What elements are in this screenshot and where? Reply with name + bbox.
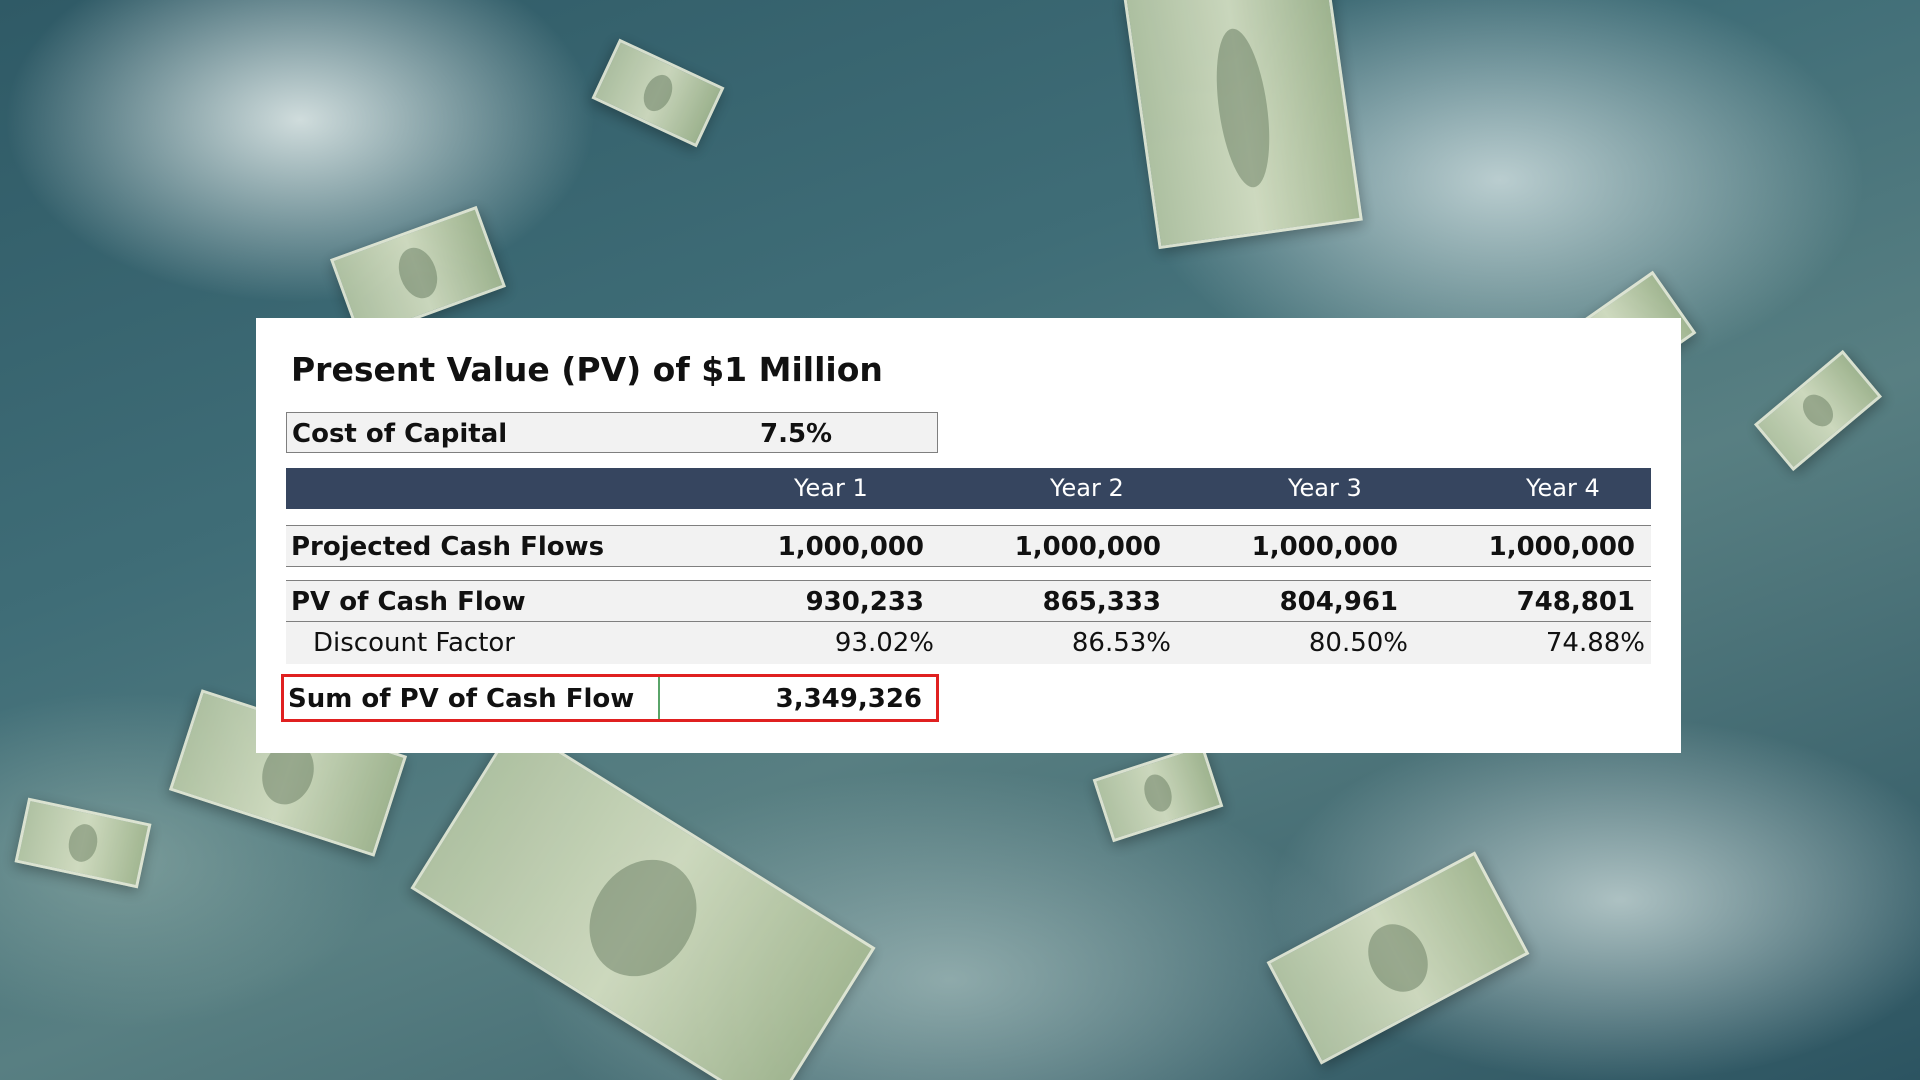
pv-year-4: 748,801 xyxy=(1516,587,1635,617)
header-year-2: Year 2 xyxy=(1050,474,1124,502)
dollar-bill-image xyxy=(14,797,152,889)
dollar-bill-image xyxy=(591,38,725,148)
year-header-row: Year 1 Year 2 Year 3 Year 4 xyxy=(286,468,1651,509)
dollar-bill-image xyxy=(410,722,876,1080)
header-year-3: Year 3 xyxy=(1288,474,1362,502)
projected-year-3: 1,000,000 xyxy=(1251,532,1398,562)
header-year-1: Year 1 xyxy=(794,474,868,502)
dollar-bill-image xyxy=(1753,349,1883,472)
cost-of-capital-value: 7.5% xyxy=(760,419,833,449)
discount-year-1: 93.02% xyxy=(834,628,934,658)
projected-year-4: 1,000,000 xyxy=(1488,532,1635,562)
discount-year-2: 86.53% xyxy=(1071,628,1171,658)
pv-year-3: 804,961 xyxy=(1279,587,1398,617)
cost-of-capital-label: Cost of Capital xyxy=(292,419,508,449)
dollar-bill-image xyxy=(1123,0,1363,250)
pv-year-2: 865,333 xyxy=(1042,587,1161,617)
sum-pv-label: Sum of PV of Cash Flow xyxy=(288,684,635,714)
cost-of-capital-row: Cost of Capital 7.5% xyxy=(286,412,938,453)
header-year-4: Year 4 xyxy=(1526,474,1600,502)
sum-cell-divider xyxy=(658,677,660,719)
pv-of-cash-flow-label: PV of Cash Flow xyxy=(291,587,526,617)
projected-year-1: 1,000,000 xyxy=(777,532,924,562)
pv-year-1: 930,233 xyxy=(805,587,924,617)
projected-cash-flows-row: Projected Cash Flows 1,000,000 1,000,000… xyxy=(286,525,1651,567)
discount-factor-row: Discount Factor 93.02% 86.53% 80.50% 74.… xyxy=(286,622,1651,664)
sum-pv-highlight-box: Sum of PV of Cash Flow 3,349,326 xyxy=(281,674,939,722)
pv-table-card: Present Value (PV) of $1 Million Cost of… xyxy=(256,318,1681,753)
pv-of-cash-flow-row: PV of Cash Flow 930,233 865,333 804,961 … xyxy=(286,580,1651,622)
discount-year-3: 80.50% xyxy=(1308,628,1408,658)
discount-year-4: 74.88% xyxy=(1545,628,1645,658)
discount-factor-label: Discount Factor xyxy=(313,628,515,658)
projected-year-2: 1,000,000 xyxy=(1014,532,1161,562)
page-title: Present Value (PV) of $1 Million xyxy=(291,350,883,389)
sum-pv-value: 3,349,326 xyxy=(775,684,922,714)
dollar-bill-image xyxy=(1092,743,1224,843)
dollar-bill-image xyxy=(1266,851,1530,1065)
projected-cash-flows-label: Projected Cash Flows xyxy=(291,532,605,562)
